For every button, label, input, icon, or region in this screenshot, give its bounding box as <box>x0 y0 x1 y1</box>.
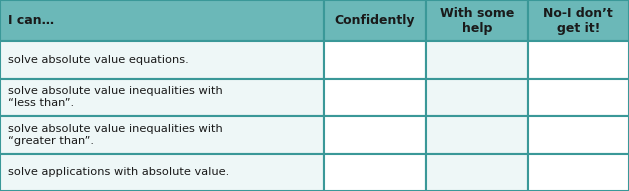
Bar <box>0 0 324 41</box>
Bar <box>324 154 426 191</box>
Bar <box>0 79 324 116</box>
Bar <box>426 0 528 41</box>
Bar <box>324 0 426 41</box>
Bar <box>426 116 528 154</box>
Bar <box>528 116 629 154</box>
Text: No-I don’t
get it!: No-I don’t get it! <box>543 6 613 35</box>
Bar <box>0 41 324 79</box>
Bar <box>528 0 629 41</box>
Bar <box>426 41 528 79</box>
Text: solve applications with absolute value.: solve applications with absolute value. <box>8 167 229 177</box>
Bar <box>0 116 324 154</box>
Text: solve absolute value inequalities with
“less than”.: solve absolute value inequalities with “… <box>8 86 222 108</box>
Bar <box>324 41 426 79</box>
Text: solve absolute value equations.: solve absolute value equations. <box>8 55 188 65</box>
Text: solve absolute value inequalities with
“greater than”.: solve absolute value inequalities with “… <box>8 124 222 146</box>
Text: Confidently: Confidently <box>335 14 415 27</box>
Bar <box>0 154 324 191</box>
Bar <box>324 79 426 116</box>
Bar <box>426 79 528 116</box>
Bar <box>324 116 426 154</box>
Bar <box>426 154 528 191</box>
Text: With some
help: With some help <box>440 6 514 35</box>
Bar <box>528 41 629 79</box>
Bar <box>528 79 629 116</box>
Bar <box>528 154 629 191</box>
Text: I can…: I can… <box>8 14 53 27</box>
